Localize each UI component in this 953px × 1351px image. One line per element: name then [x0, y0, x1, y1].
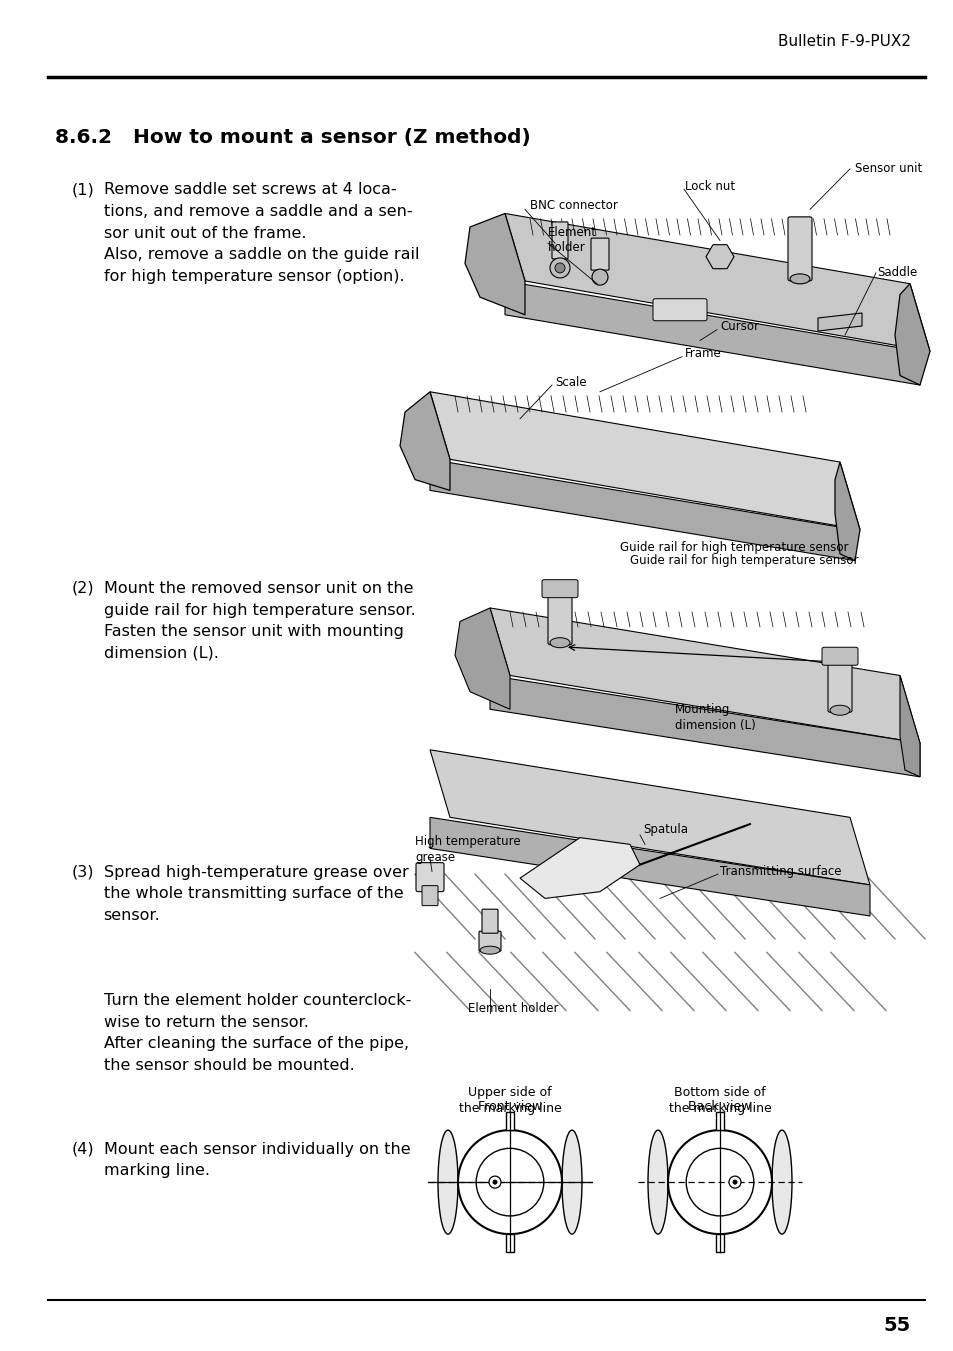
- Text: Front view: Front view: [477, 1100, 541, 1113]
- Polygon shape: [430, 750, 869, 885]
- FancyBboxPatch shape: [716, 1112, 723, 1131]
- FancyBboxPatch shape: [505, 1112, 514, 1131]
- Polygon shape: [464, 213, 524, 315]
- Polygon shape: [519, 838, 639, 898]
- FancyBboxPatch shape: [590, 238, 608, 270]
- Circle shape: [685, 1148, 753, 1216]
- Text: 55: 55: [882, 1316, 910, 1335]
- Polygon shape: [834, 462, 859, 561]
- Text: Guide rail for high temperature sensor: Guide rail for high temperature sensor: [619, 540, 847, 554]
- Text: Spread high-temperature grease over
the whole transmitting surface of the
sensor: Spread high-temperature grease over the …: [104, 865, 408, 923]
- Polygon shape: [490, 608, 919, 743]
- FancyBboxPatch shape: [478, 931, 500, 951]
- Text: Turn the element holder counterclock-
wise to return the sensor.
After cleaning : Turn the element holder counterclock- wi…: [104, 993, 411, 1073]
- FancyBboxPatch shape: [505, 1233, 514, 1252]
- Ellipse shape: [789, 274, 809, 284]
- Circle shape: [489, 1177, 500, 1188]
- Ellipse shape: [437, 1131, 457, 1233]
- Circle shape: [493, 1181, 497, 1183]
- Circle shape: [476, 1148, 543, 1216]
- Circle shape: [555, 263, 564, 273]
- Polygon shape: [490, 676, 919, 777]
- FancyBboxPatch shape: [552, 222, 567, 259]
- Ellipse shape: [561, 1131, 581, 1233]
- Text: Saddle: Saddle: [876, 266, 916, 280]
- Polygon shape: [430, 392, 859, 530]
- Text: (4): (4): [71, 1142, 94, 1156]
- Polygon shape: [399, 392, 450, 490]
- Circle shape: [550, 258, 569, 278]
- Ellipse shape: [771, 1131, 791, 1233]
- Polygon shape: [455, 608, 510, 709]
- Text: Cursor: Cursor: [720, 320, 759, 334]
- Polygon shape: [817, 313, 862, 331]
- FancyBboxPatch shape: [481, 909, 497, 934]
- Text: Spatula: Spatula: [642, 823, 687, 836]
- Text: BNC connector: BNC connector: [530, 199, 618, 212]
- FancyBboxPatch shape: [547, 586, 572, 644]
- FancyBboxPatch shape: [541, 580, 578, 597]
- Text: Back view: Back view: [687, 1100, 751, 1113]
- Text: Bottom side of
the marking line: Bottom side of the marking line: [668, 1086, 771, 1115]
- Text: Guide rail for high temperature sensor: Guide rail for high temperature sensor: [629, 554, 858, 567]
- Circle shape: [732, 1181, 737, 1183]
- Polygon shape: [430, 459, 854, 561]
- Circle shape: [457, 1131, 561, 1233]
- Ellipse shape: [479, 946, 499, 954]
- FancyBboxPatch shape: [787, 218, 811, 281]
- Text: Element
holder: Element holder: [547, 226, 597, 254]
- Text: (3): (3): [71, 865, 94, 880]
- Text: Lock nut: Lock nut: [684, 180, 735, 193]
- Text: (2): (2): [71, 581, 94, 596]
- Text: Upper side of
the marking line: Upper side of the marking line: [458, 1086, 560, 1115]
- Text: Bulletin F-9-PUX2: Bulletin F-9-PUX2: [778, 34, 910, 49]
- Polygon shape: [504, 213, 929, 351]
- Polygon shape: [705, 245, 733, 269]
- FancyBboxPatch shape: [416, 863, 443, 892]
- Polygon shape: [430, 817, 869, 916]
- FancyBboxPatch shape: [821, 647, 857, 665]
- Text: Scale: Scale: [555, 376, 586, 389]
- Polygon shape: [899, 676, 919, 777]
- Text: (1): (1): [71, 182, 94, 197]
- Text: Mount each sensor individually on the
marking line.: Mount each sensor individually on the ma…: [104, 1142, 410, 1178]
- Circle shape: [667, 1131, 771, 1233]
- FancyBboxPatch shape: [421, 886, 437, 905]
- Polygon shape: [894, 284, 929, 385]
- FancyBboxPatch shape: [827, 654, 851, 712]
- Polygon shape: [504, 281, 919, 385]
- Text: Frame: Frame: [684, 347, 721, 361]
- Ellipse shape: [829, 705, 849, 715]
- Text: Element holder: Element holder: [468, 1002, 558, 1016]
- Circle shape: [592, 269, 607, 285]
- Ellipse shape: [550, 638, 569, 647]
- Circle shape: [728, 1177, 740, 1188]
- Text: Sensor unit: Sensor unit: [854, 162, 922, 176]
- Text: Transmitting surface: Transmitting surface: [720, 865, 841, 878]
- Text: Remove saddle set screws at 4 loca-
tions, and remove a saddle and a sen-
sor un: Remove saddle set screws at 4 loca- tion…: [104, 182, 418, 284]
- Text: High temperature
grease: High temperature grease: [415, 835, 520, 863]
- Text: 8.6.2   How to mount a sensor (Z method): 8.6.2 How to mount a sensor (Z method): [55, 128, 531, 147]
- Text: Mount the removed sensor unit on the
guide rail for high temperature sensor.
Fas: Mount the removed sensor unit on the gui…: [104, 581, 415, 661]
- Ellipse shape: [647, 1131, 667, 1233]
- FancyBboxPatch shape: [716, 1233, 723, 1252]
- FancyBboxPatch shape: [652, 299, 706, 320]
- Text: Mounting
dimension (L): Mounting dimension (L): [675, 703, 755, 731]
